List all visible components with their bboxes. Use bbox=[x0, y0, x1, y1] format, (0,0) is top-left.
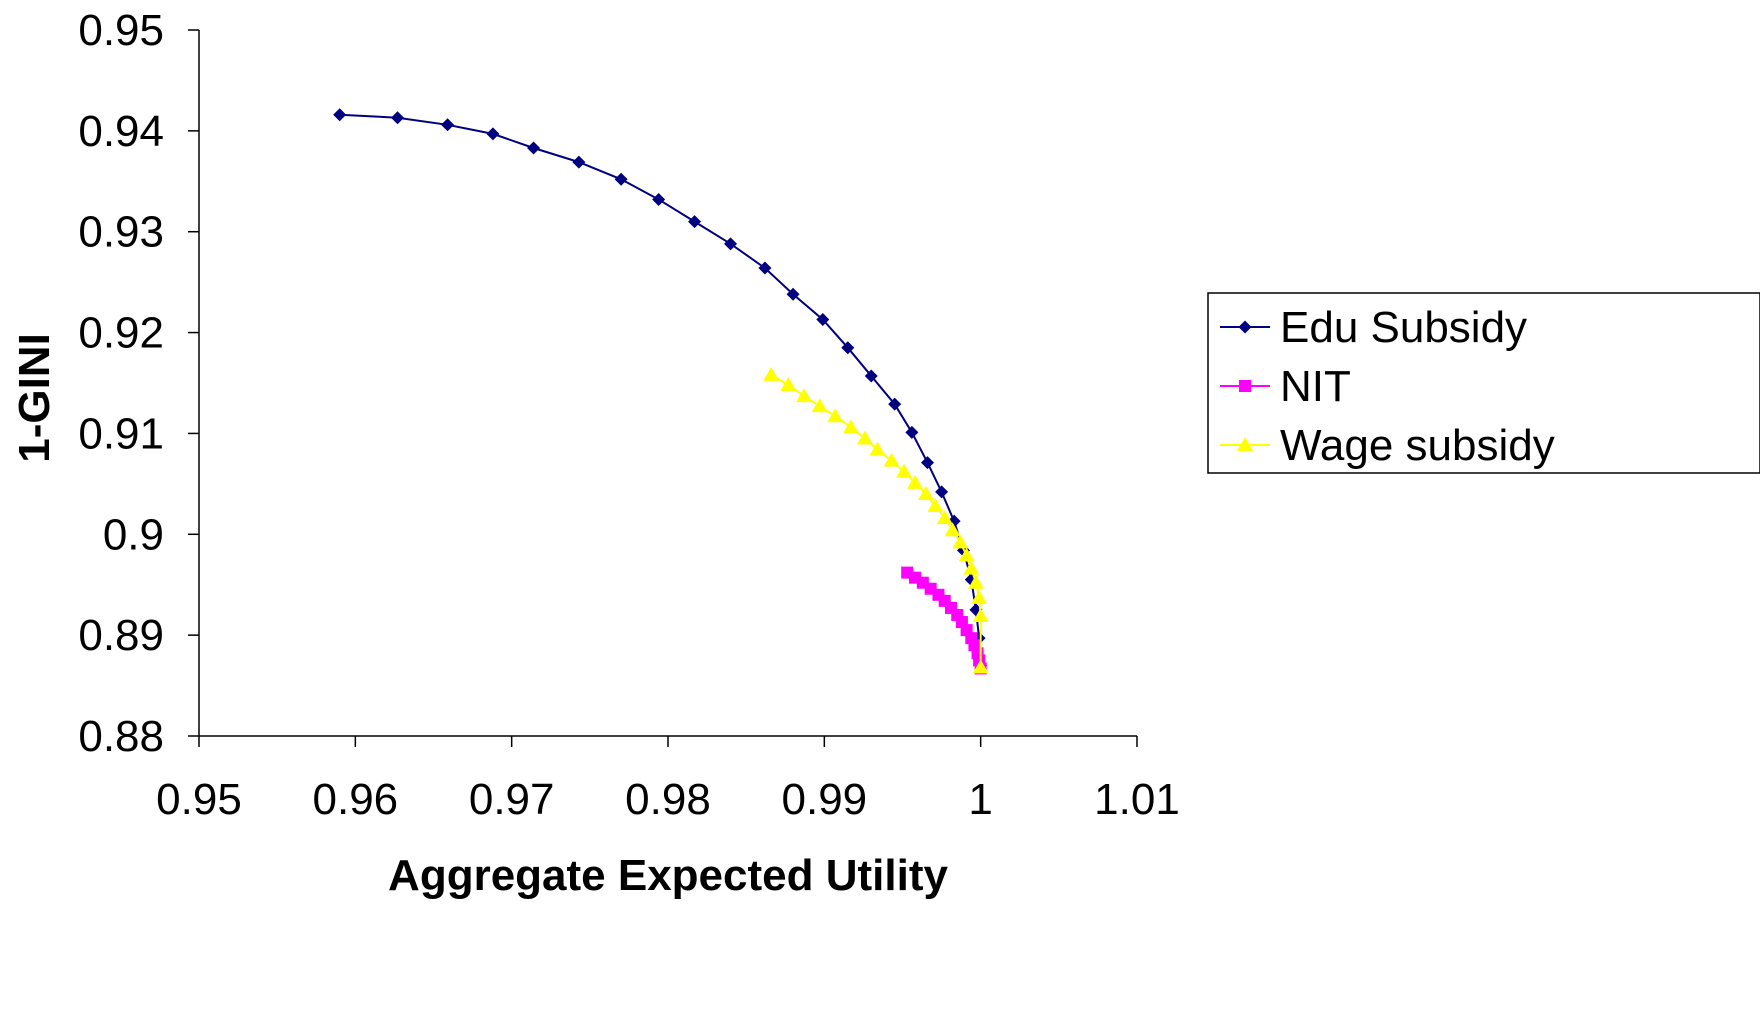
data-point bbox=[816, 312, 830, 326]
data-point bbox=[936, 510, 953, 525]
x-tick-label: 0.99 bbox=[782, 775, 868, 824]
data-point bbox=[796, 388, 813, 403]
data-point bbox=[827, 408, 844, 423]
y-tick-label: 0.95 bbox=[78, 6, 164, 55]
data-point bbox=[652, 192, 666, 206]
y-tick-label: 0.92 bbox=[78, 309, 164, 358]
data-point bbox=[917, 485, 934, 500]
data-point bbox=[963, 560, 980, 575]
x-tick-label: 0.98 bbox=[625, 775, 711, 824]
data-point bbox=[391, 111, 405, 125]
legend-label: Edu Subsidy bbox=[1280, 303, 1527, 352]
x-tick-label: 0.96 bbox=[313, 775, 399, 824]
data-point bbox=[780, 377, 797, 392]
legend: Edu Subsidy NIT Wage subsidy bbox=[1207, 292, 1760, 474]
data-point bbox=[869, 441, 886, 456]
data-point bbox=[905, 425, 919, 439]
data-point bbox=[811, 398, 828, 413]
data-point bbox=[333, 108, 347, 122]
data-point bbox=[441, 118, 455, 132]
series-0 bbox=[333, 108, 988, 672]
data-point bbox=[883, 452, 900, 467]
data-point bbox=[958, 547, 975, 562]
legend-label: Wage subsidy bbox=[1280, 421, 1555, 470]
y-axis-title: 1-GINI bbox=[10, 333, 59, 463]
y-tick-label: 0.89 bbox=[78, 611, 164, 660]
y-tick-label: 0.9 bbox=[103, 510, 164, 559]
legend-entries: Edu Subsidy NIT Wage subsidy bbox=[1220, 303, 1555, 470]
legend-marker bbox=[1237, 437, 1253, 451]
data-point bbox=[921, 456, 935, 470]
data-point bbox=[947, 514, 961, 528]
data-point bbox=[614, 172, 628, 186]
x-tick-label: 1.01 bbox=[1094, 775, 1180, 824]
data-point bbox=[758, 261, 772, 275]
y-tick-label: 0.93 bbox=[78, 208, 164, 257]
data-point bbox=[967, 574, 984, 589]
y-tick-label: 0.91 bbox=[78, 409, 164, 458]
series-layer bbox=[333, 108, 989, 675]
data-point bbox=[896, 463, 913, 478]
data-point bbox=[724, 237, 738, 251]
data-point bbox=[952, 534, 969, 549]
axes bbox=[198, 30, 1137, 737]
data-point bbox=[971, 589, 988, 604]
y-tick-label: 0.88 bbox=[78, 712, 164, 761]
data-point bbox=[864, 369, 878, 383]
data-point bbox=[786, 287, 800, 301]
data-point bbox=[972, 659, 989, 674]
legend-marker bbox=[1238, 320, 1252, 334]
y-ticks: 0.88 0.89 0.9 0.91 0.92 0.93 0.94 0.95 bbox=[78, 6, 199, 761]
data-point bbox=[888, 397, 902, 411]
series-1 bbox=[901, 566, 987, 675]
legend-label: NIT bbox=[1280, 362, 1351, 411]
data-point bbox=[907, 474, 924, 489]
data-point bbox=[935, 485, 949, 499]
y-tick-label: 0.94 bbox=[78, 107, 164, 156]
legend-box bbox=[1207, 292, 1760, 474]
data-point bbox=[944, 522, 961, 537]
legend-marker bbox=[1239, 380, 1251, 392]
series-2 bbox=[763, 366, 989, 674]
data-point bbox=[927, 498, 944, 513]
data-point bbox=[972, 607, 989, 622]
data-point bbox=[856, 430, 873, 445]
data-point bbox=[688, 215, 702, 229]
x-tick-label: 0.95 bbox=[156, 775, 242, 824]
x-tick-label: 1 bbox=[968, 775, 992, 824]
data-point bbox=[527, 141, 541, 155]
data-point bbox=[763, 366, 780, 381]
data-point bbox=[572, 155, 586, 169]
x-ticks: 0.95 0.96 0.97 0.98 0.99 1 1.01 bbox=[156, 736, 1180, 824]
x-tick-label: 0.97 bbox=[469, 775, 555, 824]
x-axis-title: Aggregate Expected Utility bbox=[388, 851, 948, 900]
data-point bbox=[842, 419, 859, 434]
data-point bbox=[486, 127, 500, 141]
data-point bbox=[841, 341, 855, 355]
